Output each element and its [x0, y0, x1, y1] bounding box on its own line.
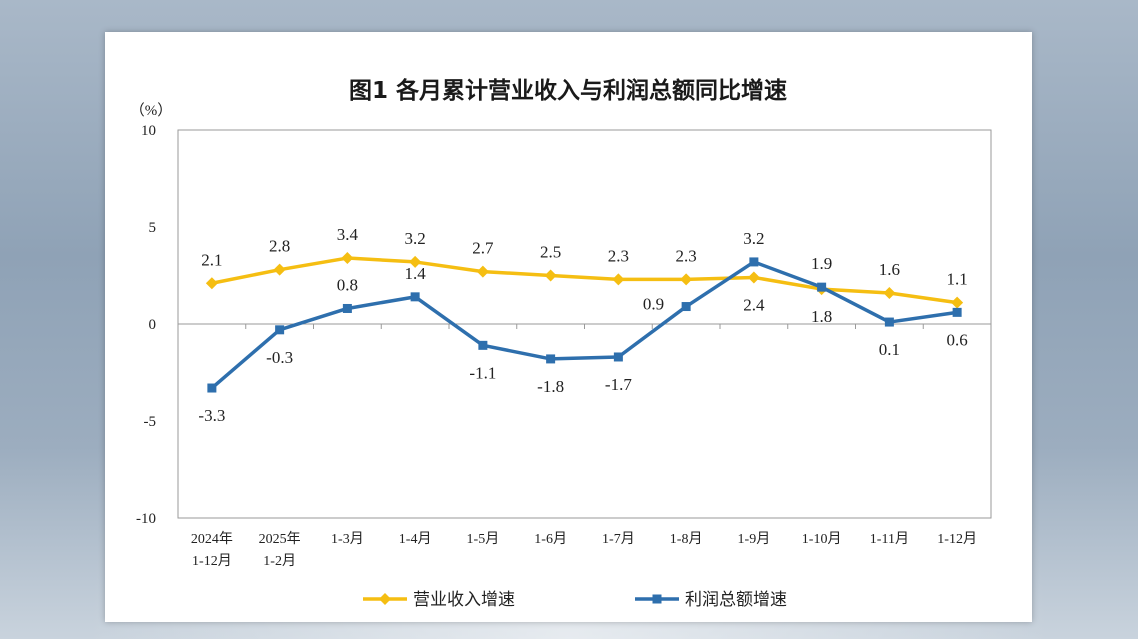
x-tick-label: 1-8月 [670, 531, 703, 547]
data-label: 2.5 [540, 243, 561, 262]
data-label: 3.4 [337, 225, 359, 244]
data-point-square [342, 303, 352, 313]
chart-svg: 图1 各月累计营业收入与利润总额同比增速 （%） 1050-5-102024年1… [130, 77, 992, 610]
data-point-diamond [341, 252, 354, 265]
data-label: 1.9 [811, 254, 832, 273]
x-tick-label: 1-10月 [802, 531, 842, 547]
data-point-square [952, 307, 962, 317]
x-tick-label: 1-4月 [399, 531, 432, 547]
data-label: 1.8 [811, 307, 832, 326]
x-tick-label: 1-12月 [937, 531, 977, 547]
x-tick-label: 1-12月 [192, 553, 232, 569]
data-point-diamond [680, 273, 693, 286]
data-point-diamond [205, 277, 218, 290]
data-label: 1.6 [879, 260, 900, 279]
data-point-diamond [273, 263, 286, 276]
y-unit-label: （%） [130, 102, 173, 119]
data-label: 2.3 [608, 246, 629, 265]
data-point-square [681, 302, 691, 312]
data-label: -1.1 [469, 363, 496, 382]
data-point-square [478, 340, 488, 350]
data-point-square [410, 292, 420, 302]
y-tick-label: 5 [149, 220, 157, 236]
y-tick-label: 0 [149, 317, 157, 333]
data-label: 1.1 [947, 270, 968, 289]
data-label: 2.8 [269, 237, 290, 256]
x-tick-label: 2024年 [191, 531, 233, 547]
data-point-diamond [883, 286, 896, 299]
plot-area: 10 5 0 -5 -10 2024年 1-12月 2025年 1-2月 1-3月 1-4月 1-5月… [136, 123, 992, 569]
data-point-diamond [544, 269, 557, 282]
data-point-square [817, 282, 827, 292]
chart-card: 图1 各月累计营业收入与利润总额同比增速 （%） 10 5 0 -5 -10 2024年 1… [105, 32, 1032, 622]
data-label: 3.2 [743, 229, 764, 248]
data-label: 2.7 [472, 239, 494, 258]
data-point-square [884, 317, 894, 327]
legend-marker-diamond [379, 593, 391, 605]
data-point-square [613, 352, 623, 362]
x-tick-label: 1-9月 [738, 531, 771, 547]
x-tick-label: 1-5月 [467, 531, 500, 547]
data-point-square [546, 354, 556, 364]
x-tick-label: 1-7月 [602, 531, 635, 547]
data-label: 0.8 [337, 275, 358, 294]
data-label: 0.1 [879, 340, 900, 359]
x-tick-label: 2025年 [259, 531, 301, 547]
data-label: 2.4 [743, 295, 765, 314]
data-point-square [275, 325, 285, 335]
x-tick-label: 1-6月 [534, 531, 567, 547]
data-label: -1.7 [605, 375, 632, 394]
data-point-diamond [747, 271, 760, 284]
data-label: 2.3 [676, 246, 697, 265]
data-point-square [207, 383, 217, 393]
series-line-2 [210, 260, 958, 390]
legend-label: 利润总额增速 [685, 590, 787, 610]
data-label: -3.3 [198, 406, 225, 425]
y-tick-label: 10 [141, 123, 156, 139]
legend: 营业收入增速 利润总额增速 [363, 590, 787, 610]
data-label: 0.9 [643, 295, 664, 314]
x-tick-label: 1-2月 [263, 553, 296, 569]
data-label: 3.2 [405, 229, 426, 248]
y-tick-label: -10 [136, 511, 156, 527]
x-tick-label: 1-3月 [331, 531, 364, 547]
series-line-1 [211, 256, 958, 305]
chart-title: 图1 各月累计营业收入与利润总额同比增速 [349, 77, 787, 104]
x-tick-label: 1-11月 [870, 531, 909, 547]
y-tick-label: -5 [144, 414, 157, 430]
data-point-square [749, 257, 759, 267]
data-label: -0.3 [266, 348, 293, 367]
legend-label: 营业收入增速 [413, 590, 515, 610]
data-label: 1.4 [405, 264, 427, 283]
data-label: 0.6 [947, 330, 968, 349]
legend-marker-square [652, 594, 662, 604]
data-label: -1.8 [537, 377, 564, 396]
data-label: 2.1 [201, 250, 222, 269]
data-point-diamond [476, 265, 489, 278]
data-point-diamond [951, 296, 964, 309]
data-point-diamond [612, 273, 625, 286]
